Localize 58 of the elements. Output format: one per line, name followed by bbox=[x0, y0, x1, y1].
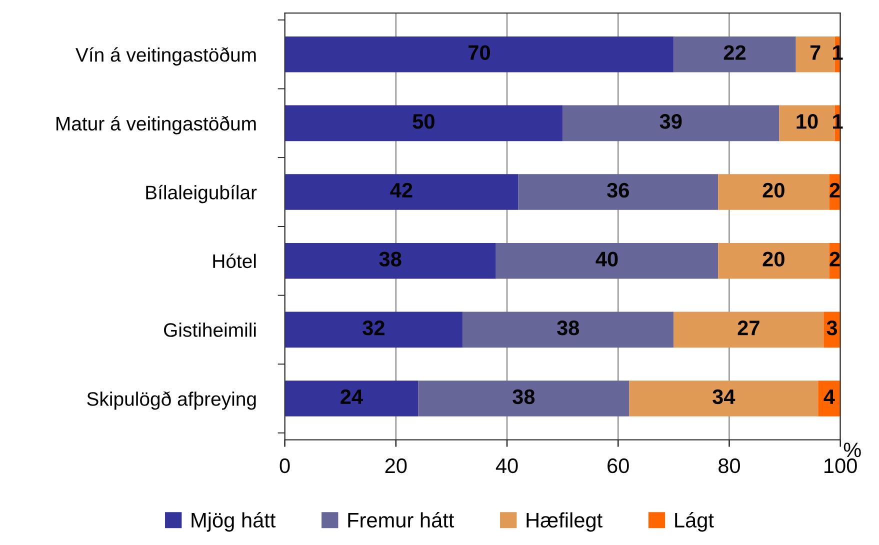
data-label: 2 bbox=[830, 252, 840, 266]
bar bbox=[284, 312, 463, 348]
bar bbox=[818, 380, 840, 416]
x-tick-label: 40 bbox=[496, 458, 518, 474]
data-label: 34 bbox=[712, 389, 736, 404]
data-label: 20 bbox=[762, 252, 784, 266]
bar bbox=[496, 242, 718, 279]
bar bbox=[562, 105, 780, 142]
bar bbox=[518, 174, 718, 210]
y-tick-label: Gistiheimili bbox=[164, 322, 256, 337]
bar bbox=[284, 242, 496, 279]
x-tick-label: 100 bbox=[824, 458, 857, 474]
bar bbox=[462, 312, 674, 348]
y-tick-label: Vín á veitingastöðum bbox=[76, 47, 256, 66]
bar bbox=[796, 36, 835, 72]
x-axis-title: % bbox=[844, 442, 861, 458]
bar bbox=[284, 380, 418, 416]
data-label: 2 bbox=[830, 182, 840, 198]
data-label: 38 bbox=[557, 320, 580, 336]
data-label: 38 bbox=[379, 252, 402, 266]
bar bbox=[718, 174, 830, 210]
data-label: 24 bbox=[340, 389, 363, 404]
bar bbox=[284, 174, 518, 210]
bar bbox=[629, 380, 818, 416]
data-label: 3 bbox=[826, 320, 838, 336]
legend-label: Mjög hátt bbox=[192, 512, 276, 532]
data-label: 32 bbox=[362, 320, 384, 336]
bar bbox=[718, 242, 830, 279]
data-label: 40 bbox=[596, 252, 618, 266]
legend-label: Lágt bbox=[675, 512, 714, 532]
data-label: 27 bbox=[738, 320, 760, 336]
data-label: 36 bbox=[607, 182, 629, 198]
data-label: 7 bbox=[810, 45, 820, 60]
y-tick-label: Bílaleigubílar bbox=[146, 184, 257, 204]
bar bbox=[779, 105, 835, 142]
bar bbox=[674, 36, 796, 72]
data-label: 10 bbox=[796, 114, 818, 129]
data-label: 38 bbox=[512, 389, 535, 404]
bar bbox=[284, 36, 674, 72]
bar bbox=[674, 312, 824, 348]
y-tick-label: Matur á veitingastöðum bbox=[56, 116, 256, 134]
legend-label: Hæfilegt bbox=[526, 512, 602, 532]
legend-label: Fremur hátt bbox=[348, 512, 454, 528]
data-label: 39 bbox=[660, 114, 682, 129]
bar bbox=[284, 105, 563, 142]
x-tick-label: 60 bbox=[608, 458, 629, 474]
data-label: 4 bbox=[824, 390, 835, 404]
data-label: 70 bbox=[468, 45, 490, 60]
x-tick-label: 20 bbox=[385, 458, 407, 474]
data-label: 20 bbox=[762, 182, 784, 198]
x-tick-label: 80 bbox=[718, 458, 740, 474]
x-tick-label: 0 bbox=[280, 458, 290, 474]
data-label: 22 bbox=[724, 45, 746, 60]
bar bbox=[418, 380, 630, 416]
data-label: 42 bbox=[390, 182, 412, 198]
y-tick-label: Hótel bbox=[213, 254, 256, 268]
y-tick-label: Skipulögð afþreying bbox=[87, 391, 256, 410]
data-label: 50 bbox=[412, 114, 434, 129]
